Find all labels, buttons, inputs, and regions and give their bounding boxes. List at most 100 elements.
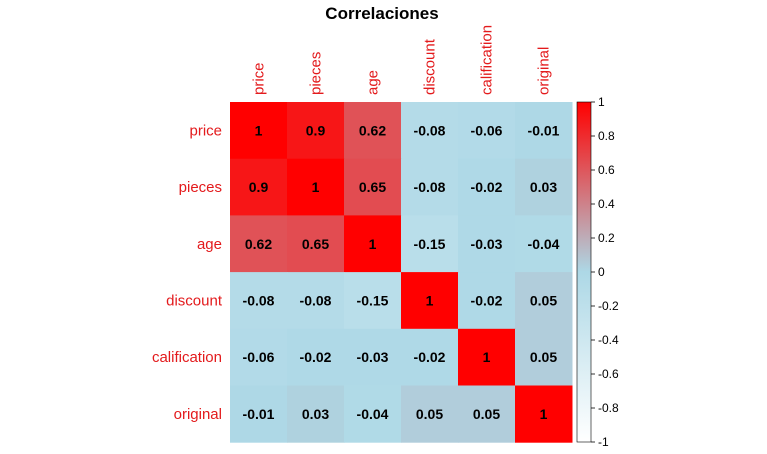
heatmap-cell-calification-pieces <box>287 328 345 386</box>
colorbar-tick-label: 1 <box>598 95 605 109</box>
heatmap-cell-price-pieces <box>287 102 345 160</box>
heatmap-values: 1 0.9 0.62 -0.08 -0.06 -0.01 0.9 1 0.65 -0.08 -0.0… <box>243 122 560 422</box>
column-label-original: original <box>536 47 553 95</box>
column-label-discount: discount <box>422 38 439 95</box>
cell-value-label: -0.02 <box>300 349 332 365</box>
heatmap-cell-age-age <box>344 215 402 273</box>
heatmap-cell-original-calification <box>458 385 516 443</box>
cell-value-label: 0.03 <box>302 406 329 422</box>
colorbar-tick-label: -0.6 <box>598 367 619 381</box>
heatmap-cell-age-pieces <box>287 215 345 273</box>
heatmap-cell-pieces-pieces <box>287 158 345 216</box>
row-label-calification: calification <box>152 349 222 366</box>
cell-value-label: 0.62 <box>359 122 386 138</box>
heatmap-cell-age-calification <box>458 215 516 273</box>
cell-value-label: -0.06 <box>471 122 503 138</box>
heatmap-cell-calification-original <box>515 328 573 386</box>
cell-value-label: -0.15 <box>357 292 389 308</box>
heatmap-cell-age-original <box>515 215 573 273</box>
heatmap-cell-discount-discount <box>401 272 459 330</box>
cell-value-label: 0.9 <box>306 122 326 138</box>
cell-value-label: -0.02 <box>471 292 503 308</box>
heatmap-cell-price-original <box>515 102 573 160</box>
heatmap-cell-price-age <box>344 102 402 160</box>
heatmap-cell-discount-pieces <box>287 272 345 330</box>
cell-value-label: -0.08 <box>414 179 446 195</box>
cell-value-label: 1 <box>312 179 320 195</box>
chart-title: Correlaciones <box>325 4 438 23</box>
heatmap-cell-age-price <box>230 215 288 273</box>
colorbar-tick-label: -1 <box>598 435 609 449</box>
colorbar-tick-label: 0.6 <box>598 163 615 177</box>
cell-value-label: -0.04 <box>357 406 389 422</box>
row-label-price: price <box>189 122 222 139</box>
colorbar-ticks: 1 0.8 0.6 0.4 0.2 0 -0.2 -0.4 -0.6 -0.8 -1 <box>591 95 619 449</box>
heatmap-cell-calification-price <box>230 328 288 386</box>
row-label-age: age <box>197 236 222 253</box>
heatmap-cell-discount-age <box>344 272 402 330</box>
cell-value-label: -0.01 <box>243 406 275 422</box>
heatmap-cell-price-calification <box>458 102 516 160</box>
heatmap-cell-calification-calification <box>458 328 516 386</box>
cell-value-label: 0.05 <box>530 349 557 365</box>
cell-value-label: 0.65 <box>359 179 386 195</box>
heatmap-cell-discount-calification <box>458 272 516 330</box>
heatmap-cell-original-pieces <box>287 385 345 443</box>
colorbar-gradient <box>576 101 592 443</box>
row-label-pieces: pieces <box>179 179 222 196</box>
row-label-original: original <box>174 406 222 423</box>
row-label-discount: discount <box>166 292 223 309</box>
colorbar: 1 0.8 0.6 0.4 0.2 0 -0.2 -0.4 -0.6 -0.8 -1 <box>576 95 619 449</box>
colorbar-tick-label: 0 <box>598 265 605 279</box>
colorbar-tick-label: 0.4 <box>598 197 615 211</box>
column-label-calification: calification <box>479 25 496 95</box>
heatmap-cell-original-age <box>344 385 402 443</box>
heatmap-cells <box>230 102 573 443</box>
cell-value-label: 0.9 <box>249 179 269 195</box>
colorbar-tick-label: -0.4 <box>598 333 619 347</box>
heatmap-cell-discount-original <box>515 272 573 330</box>
cell-value-label: -0.02 <box>414 349 446 365</box>
cell-value-label: -0.08 <box>300 292 332 308</box>
column-label-pieces: pieces <box>308 52 325 95</box>
cell-value-label: 0.03 <box>530 179 557 195</box>
heatmap-cell-calification-discount <box>401 328 459 386</box>
heatmap-cell-price-price <box>230 102 288 160</box>
heatmap-cell-pieces-age <box>344 158 402 216</box>
colorbar-tick-label: -0.2 <box>598 299 619 313</box>
heatmap-cell-pieces-discount <box>401 158 459 216</box>
cell-value-label: -0.01 <box>528 122 560 138</box>
heatmap-cell-original-original <box>515 385 573 443</box>
cell-value-label: -0.04 <box>528 236 560 252</box>
row-labels: price pieces age discount calification origin… <box>152 122 223 423</box>
cell-value-label: 0.05 <box>473 406 500 422</box>
cell-value-label: 1 <box>369 236 377 252</box>
heatmap-cell-price-discount <box>401 102 459 160</box>
heatmap-cell-pieces-price <box>230 158 288 216</box>
cell-value-label: 1 <box>426 292 434 308</box>
cell-value-label: -0.03 <box>471 236 503 252</box>
cell-value-label: 1 <box>255 122 263 138</box>
heatmap-cell-calification-age <box>344 328 402 386</box>
heatmap-cell-pieces-original <box>515 158 573 216</box>
heatmap-cell-original-discount <box>401 385 459 443</box>
cell-value-label: 0.62 <box>245 236 272 252</box>
cell-value-label: 1 <box>483 349 491 365</box>
cell-value-label: -0.15 <box>414 236 446 252</box>
heatmap-cell-pieces-calification <box>458 158 516 216</box>
colorbar-tick-label: 0.8 <box>598 129 615 143</box>
cell-value-label: -0.06 <box>243 349 275 365</box>
cell-value-label: 1 <box>540 406 548 422</box>
cell-value-label: -0.02 <box>471 179 503 195</box>
cell-value-label: -0.08 <box>243 292 275 308</box>
cell-value-label: -0.03 <box>357 349 389 365</box>
column-labels: price pieces age discount calification origin… <box>251 25 553 95</box>
cell-value-label: 0.65 <box>302 236 329 252</box>
column-label-age: age <box>365 70 382 95</box>
cell-value-label: -0.08 <box>414 122 446 138</box>
heatmap-cell-age-discount <box>401 215 459 273</box>
cell-value-label: 0.05 <box>416 406 443 422</box>
colorbar-tick-label: -0.8 <box>598 401 619 415</box>
heatmap-cell-original-price <box>230 385 288 443</box>
